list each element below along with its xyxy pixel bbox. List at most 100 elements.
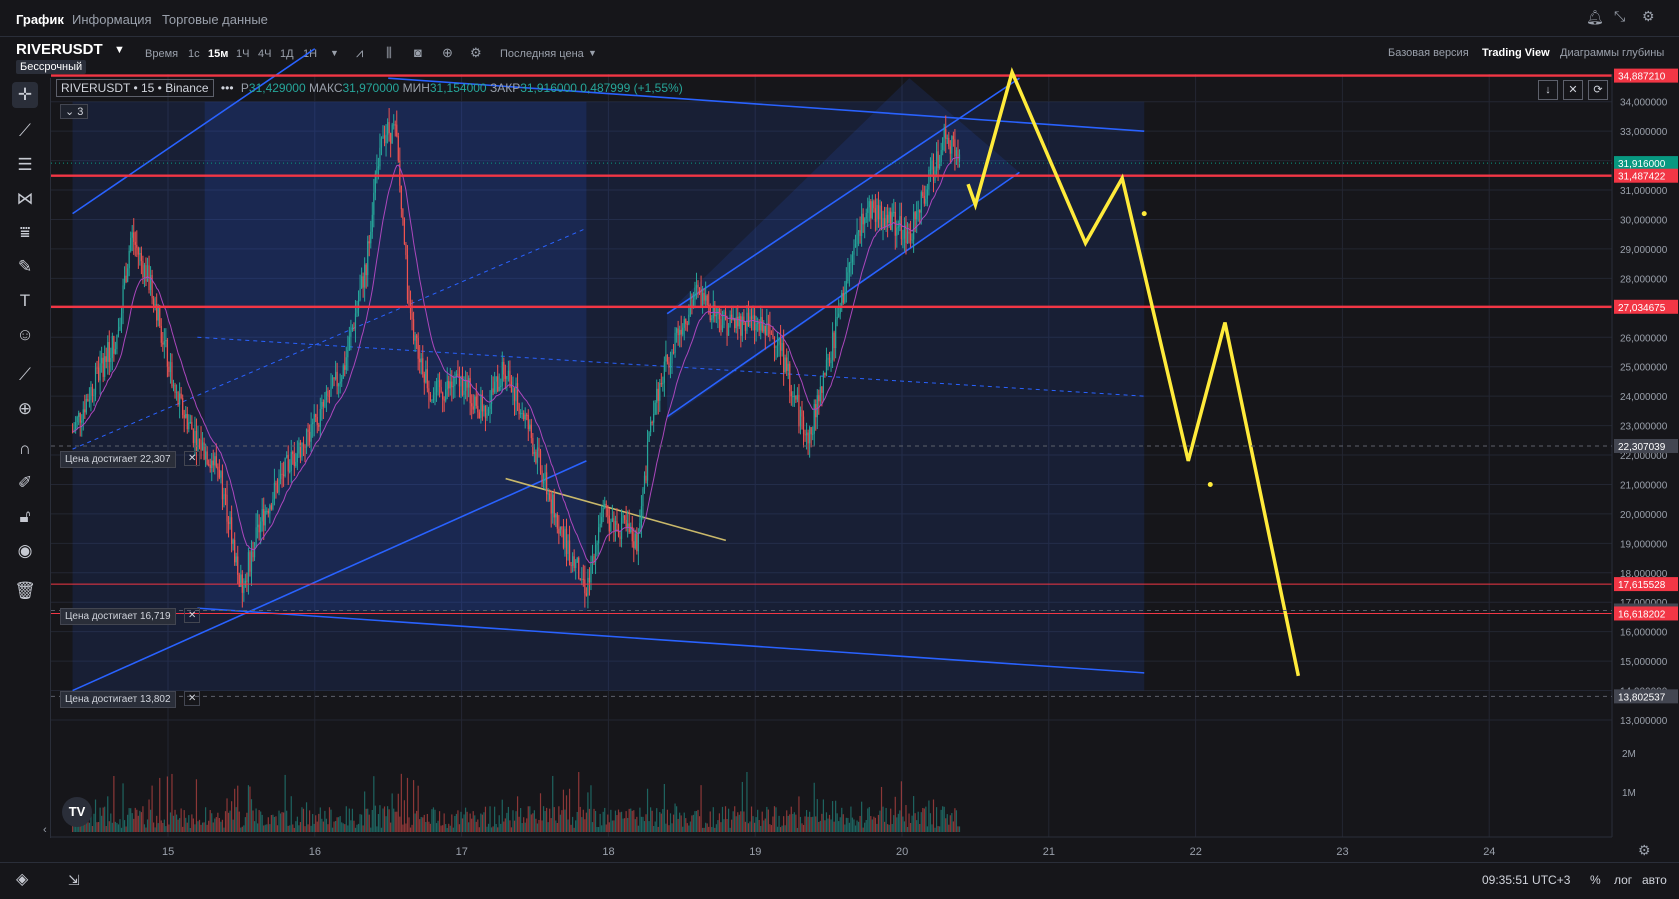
volume-bar	[117, 824, 120, 832]
lock-icon[interactable]: 🔓︎	[19, 507, 31, 526]
legend-title[interactable]: RIVERUSDT • 15 • Binance	[56, 79, 214, 97]
alert-label[interactable]: Цена достигает 16,719	[60, 608, 176, 625]
chevron-down-icon[interactable]: ▼	[114, 44, 125, 56]
axis-settings-icon[interactable]: ⚙	[1638, 842, 1651, 858]
auto-toggle[interactable]: авто	[1642, 873, 1667, 887]
price-type-select[interactable]: Последняя цена	[500, 48, 584, 60]
candle-body	[483, 406, 485, 412]
crosshair-icon[interactable]: ✛	[12, 82, 38, 108]
volume-bar	[458, 824, 461, 832]
volume-bar	[709, 811, 711, 832]
forecast-icon[interactable]: ⩸	[19, 223, 31, 242]
candle-body	[731, 314, 733, 320]
interval-1s[interactable]: 1с	[188, 48, 200, 60]
interval-1w[interactable]: 1Н	[303, 48, 318, 60]
volume-bar	[870, 816, 872, 832]
layers-icon[interactable]: ◈	[16, 871, 29, 888]
pattern-icon[interactable]: ⋈	[16, 189, 34, 208]
volume-bar	[234, 788, 236, 832]
symbol-name[interactable]: RIVERUSDT	[16, 41, 103, 58]
view-depth[interactable]: Диаграммы глубины	[1560, 47, 1665, 59]
more-icon[interactable]: •••	[220, 81, 234, 95]
price-chart[interactable]: 34,00000033,00000032,00000031,00000030,0…	[0, 0, 1679, 862]
volume-bar	[374, 805, 376, 832]
interval-4h[interactable]: 4Ч	[258, 48, 272, 60]
volume-bar	[958, 826, 961, 832]
candle-body	[841, 292, 843, 308]
interval-dropdown-icon[interactable]: ▼	[330, 48, 339, 58]
log-toggle[interactable]: лог	[1614, 873, 1633, 887]
volume-bar	[316, 821, 318, 832]
volume-bar	[257, 823, 259, 832]
close-icon[interactable]: ✕	[184, 451, 201, 466]
volume-bars	[71, 771, 961, 832]
y-tick-label: 19,000000	[1620, 539, 1668, 550]
gear-icon[interactable]: ⚙	[470, 45, 482, 60]
close-icon[interactable]: ✕	[184, 608, 201, 623]
candles-icon[interactable]: ⫼	[386, 45, 392, 60]
alert-label[interactable]: Цена достигает 22,307	[60, 451, 176, 468]
volume-bar	[71, 822, 74, 832]
close-icon[interactable]: ✕	[184, 691, 201, 706]
top-navigation: График Информация Торговые данные 🔔︎ ⤡ ⚙	[0, 0, 1679, 37]
magnet-icon[interactable]: ∩	[18, 439, 32, 458]
refresh-icon[interactable]: ⟳	[1588, 80, 1608, 100]
lock-draw-icon[interactable]: ✐	[17, 473, 33, 492]
volume-bar	[911, 815, 913, 832]
candle-body	[257, 524, 259, 528]
volume-bar	[682, 826, 684, 832]
time-label[interactable]: Время	[145, 48, 179, 60]
tab-trading-data[interactable]: Торговые данные	[162, 12, 268, 27]
candle-body	[842, 292, 844, 303]
volume-bar	[474, 815, 476, 832]
candle-body	[758, 322, 760, 331]
percent-toggle[interactable]: %	[1590, 873, 1601, 887]
interval-15m[interactable]: 15м	[208, 48, 229, 60]
volume-bar	[221, 819, 224, 832]
candle-body	[651, 421, 653, 423]
calendar-icon[interactable]: ⇲	[68, 872, 80, 888]
candle-body	[215, 456, 217, 467]
alert-label[interactable]: Цена достигает 13,802	[60, 691, 176, 708]
candle-body	[663, 361, 665, 383]
candle-body	[646, 442, 649, 481]
arrow-down-icon[interactable]: ↓	[1538, 80, 1558, 100]
text-icon[interactable]: T	[19, 291, 31, 310]
trend-line-icon[interactable]: ⟋	[19, 121, 31, 140]
camera-icon[interactable]: ◙	[414, 45, 422, 60]
volume-bar	[653, 826, 655, 832]
volume-bar	[324, 810, 326, 832]
indicators-toggle[interactable]: ⌄ 3	[60, 104, 89, 119]
candle-body	[599, 523, 601, 528]
price-type-chevron-icon[interactable]: ▼	[588, 48, 597, 58]
view-basic[interactable]: Базовая версия	[1388, 47, 1469, 59]
collapse-icon[interactable]: ✕	[1563, 80, 1583, 100]
indicator-icon[interactable]: ⩘	[356, 45, 364, 60]
volume-bar	[885, 807, 887, 832]
fib-icon[interactable]: ☰	[17, 155, 33, 174]
candle-body	[198, 439, 201, 441]
brush-icon[interactable]: ✎	[17, 257, 33, 276]
eye-icon[interactable]: ◉	[17, 541, 33, 560]
interval-1d[interactable]: 1Д	[280, 48, 294, 60]
tab-info[interactable]: Информация	[72, 12, 152, 27]
candle-body	[339, 381, 341, 384]
expand-icon[interactable]: ⤡	[1614, 8, 1626, 24]
trash-icon[interactable]: 🗑︎	[14, 581, 36, 600]
collapse-left-icon[interactable]: ‹	[43, 824, 47, 836]
candle-body	[721, 325, 724, 330]
candle-body	[405, 244, 407, 256]
zoom-icon[interactable]: ⊕	[17, 399, 33, 418]
emoji-icon[interactable]: ☺	[16, 325, 34, 344]
bell-icon[interactable]: 🔔︎	[1586, 9, 1604, 25]
view-tradingview[interactable]: Trading View	[1482, 47, 1550, 59]
tab-chart[interactable]: График	[16, 12, 64, 27]
settings-icon[interactable]: ⚙	[1642, 8, 1655, 24]
clock[interactable]: 09:35:51 UTC+3	[1482, 873, 1571, 887]
candle-body	[911, 239, 913, 241]
add-icon[interactable]: ⊕	[442, 45, 453, 60]
candle-body	[183, 414, 185, 418]
candle-body	[737, 317, 739, 327]
ruler-icon[interactable]: ⟋	[19, 365, 31, 384]
interval-1h[interactable]: 1Ч	[236, 48, 250, 60]
